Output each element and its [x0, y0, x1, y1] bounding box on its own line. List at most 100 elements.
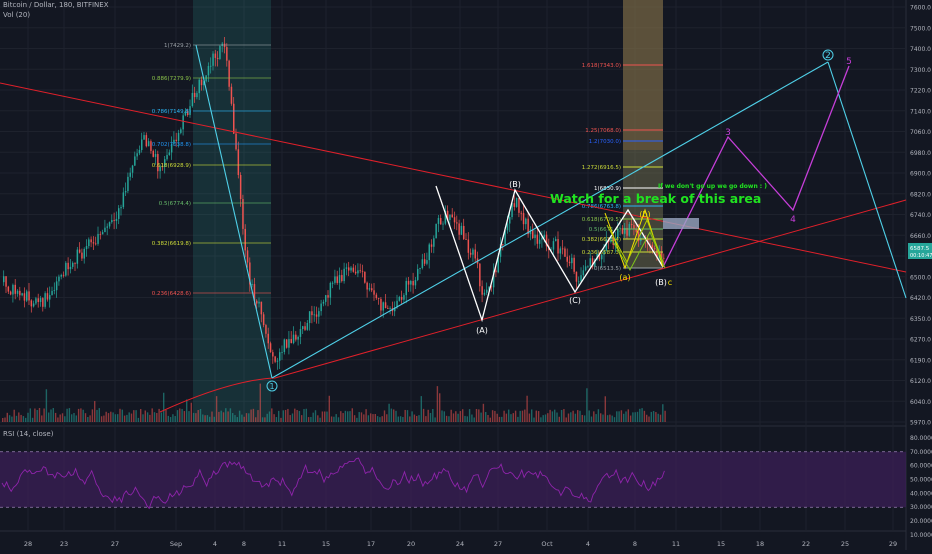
price-tick-label: 6190.0 — [910, 357, 931, 364]
time-tick-label: 29 — [889, 540, 897, 548]
time-tick-label: 15 — [322, 540, 330, 548]
volume-bar — [45, 389, 48, 422]
rsi-tick-label: 30.0000 — [910, 504, 932, 511]
candle-body — [67, 262, 69, 270]
volume-bar — [167, 415, 169, 422]
volume-bar — [48, 412, 50, 422]
candle-body — [60, 274, 62, 277]
volume-bar — [43, 408, 45, 422]
volume-bar — [130, 413, 133, 422]
volume-bar — [491, 410, 494, 422]
candle-body — [352, 267, 355, 272]
candle-body — [334, 276, 336, 283]
candle-body — [651, 244, 654, 248]
candle-body — [329, 282, 332, 298]
volume-bar — [519, 410, 521, 422]
volume-bar — [618, 411, 620, 422]
candle-body — [345, 267, 348, 269]
fib-label-right: 1(6830.9) — [594, 186, 621, 192]
wave-label: (b) — [639, 210, 650, 219]
candle-body — [78, 249, 81, 253]
volume-bar — [303, 409, 305, 422]
candle-body — [327, 295, 329, 298]
volume-bar — [234, 415, 236, 422]
candle-body — [154, 154, 157, 157]
candle-body — [506, 223, 509, 231]
candle-body — [467, 239, 470, 253]
volume-bar — [310, 416, 312, 422]
volume-bar — [291, 413, 294, 422]
volume-bar — [480, 412, 482, 422]
volume-bar — [353, 415, 356, 422]
candle-body — [414, 279, 417, 286]
candle-body — [226, 47, 228, 61]
volume-bar — [478, 409, 480, 422]
fib-zone-right — [623, 0, 663, 268]
candle-body — [603, 250, 605, 255]
volume-bar — [284, 409, 287, 422]
candle-body — [39, 298, 42, 302]
time-tick-label: 18 — [756, 540, 764, 548]
candle-body — [152, 150, 154, 157]
volume-bar — [388, 403, 390, 422]
volume-bar — [112, 412, 114, 422]
candle-body — [354, 271, 357, 274]
candle-body — [387, 308, 389, 309]
volume-bar — [429, 412, 432, 422]
volume-bar — [330, 416, 333, 422]
candle-body — [191, 92, 194, 107]
candle-body — [336, 276, 338, 283]
wave-label: 3 — [725, 128, 731, 138]
candle-body — [410, 280, 412, 285]
volume-bar — [372, 414, 374, 422]
volume-bar — [84, 413, 87, 422]
price-tick-label: 6500.0 — [910, 274, 931, 281]
candle-body — [37, 298, 39, 302]
candle-body — [26, 291, 28, 301]
volume-bar — [176, 410, 179, 422]
candle-body — [630, 224, 633, 226]
volume-bar — [36, 410, 38, 422]
volume-bar — [75, 415, 77, 422]
volume-bar — [105, 411, 107, 422]
candle-body — [180, 129, 182, 133]
candle-body — [292, 334, 295, 343]
candle-body — [315, 314, 318, 317]
candle-body — [129, 172, 131, 177]
candle-body — [545, 234, 548, 247]
candle-body — [640, 237, 642, 242]
candle-body — [147, 141, 150, 147]
candle-body — [405, 280, 407, 296]
time-tick-label: 8 — [242, 540, 246, 548]
candle-body — [92, 242, 95, 244]
candle-body — [3, 276, 5, 283]
volume-bar — [510, 414, 512, 422]
candle-body — [626, 227, 628, 236]
volume-bar — [156, 413, 158, 422]
candle-body — [216, 57, 219, 59]
volume-bar — [344, 410, 347, 422]
candle-body — [46, 293, 49, 300]
volume-bar — [544, 414, 547, 422]
volume-bar — [213, 416, 215, 422]
volume-bar — [512, 413, 514, 422]
volume-bar — [577, 410, 579, 422]
candle-body — [589, 258, 591, 267]
candle-body — [308, 311, 311, 323]
volume-bar — [160, 412, 163, 422]
price-tick-label: 6120.0 — [910, 378, 931, 385]
candle-body — [518, 198, 520, 213]
volume-bar — [195, 413, 197, 422]
volume-bar — [494, 410, 496, 422]
candle-body — [184, 111, 187, 116]
volume-bar — [363, 414, 365, 422]
volume-bar — [268, 411, 271, 422]
candle-body — [285, 339, 288, 348]
watch-area-box — [663, 218, 699, 229]
volume-bar — [650, 411, 652, 422]
volume-bar — [218, 411, 220, 422]
time-tick-label: 15 — [717, 540, 725, 548]
candle-body — [338, 275, 341, 283]
